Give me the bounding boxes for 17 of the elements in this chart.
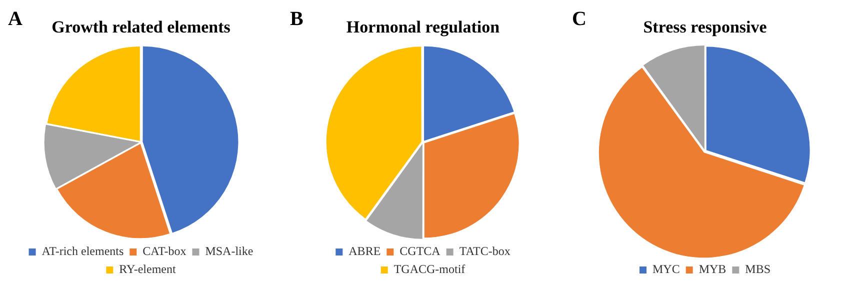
text: A <box>8 8 22 31</box>
legend-label: MYC <box>652 262 680 276</box>
text: B <box>290 8 304 31</box>
legend-label: CGTCA <box>400 244 441 258</box>
legend-label: MSA-like <box>205 244 254 258</box>
chart-title: Growth related elements <box>52 18 231 37</box>
legend-label: MBS <box>745 262 771 276</box>
legend-label: TATC-box <box>459 244 510 258</box>
legend-label: ABRE <box>348 244 381 258</box>
chart-title: Hormonal regulation <box>346 18 500 37</box>
legend-label: MYB <box>698 262 726 276</box>
chart-title: Stress responsive <box>643 18 768 37</box>
legend-label: TGACG-motif <box>394 262 466 276</box>
text: C <box>572 8 586 31</box>
legend-label: RY-element <box>119 262 176 276</box>
legend-label: CAT-box <box>142 244 186 258</box>
legend-label: AT-rich elements <box>42 244 124 258</box>
